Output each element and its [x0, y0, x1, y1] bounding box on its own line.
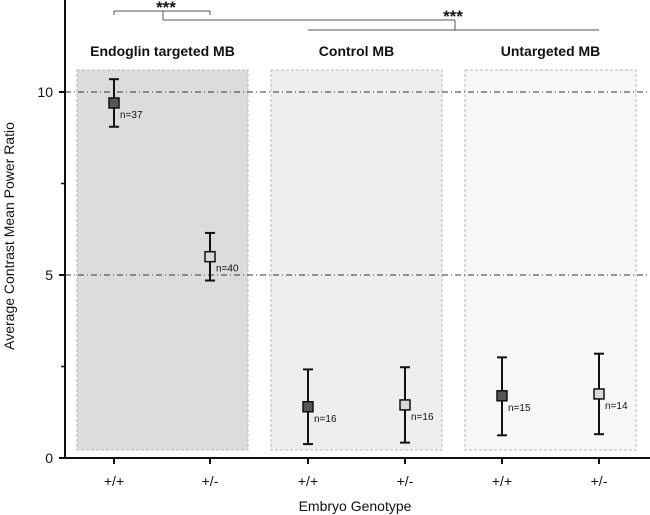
data-point-0 — [108, 97, 120, 109]
group-panel-1 — [270, 69, 443, 451]
n-label-0: n=37 — [120, 110, 143, 121]
n-label-1: n=40 — [216, 264, 239, 275]
group-label-0: Endoglin targeted MB — [90, 43, 235, 59]
group-label-1: Control MB — [319, 43, 394, 59]
group-panel-0 — [76, 69, 249, 451]
data-point-2 — [302, 401, 314, 413]
sig-label-0: *** — [156, 0, 176, 17]
n-label-3: n=16 — [411, 412, 434, 423]
x-axis-title: Embryo Genotype — [299, 498, 412, 514]
y-tick-label-0: 0 — [45, 450, 53, 466]
x-tick-label-1: +/- — [202, 473, 219, 489]
x-tick-label-0: +/+ — [104, 473, 124, 489]
group-panel-2 — [464, 69, 637, 451]
y-tick-label-1: 5 — [45, 267, 53, 283]
data-point-5 — [593, 388, 605, 400]
sig-label-1: *** — [443, 7, 463, 26]
n-label-4: n=15 — [508, 403, 531, 414]
data-point-1 — [204, 250, 216, 263]
x-tick-label-3: +/- — [397, 473, 414, 489]
x-tick-label-5: +/- — [591, 473, 608, 489]
n-label-2: n=16 — [314, 414, 337, 425]
y-axis-title: Average Contrast Mean Power Ratio — [1, 122, 17, 350]
n-label-5: n=14 — [605, 401, 628, 412]
data-point-4 — [496, 390, 508, 402]
x-tick-label-4: +/+ — [492, 473, 512, 489]
x-tick-label-2: +/+ — [298, 473, 318, 489]
y-tick-label-2: 10 — [37, 84, 53, 100]
data-point-3 — [399, 399, 411, 411]
group-label-2: Untargeted MB — [501, 43, 601, 59]
